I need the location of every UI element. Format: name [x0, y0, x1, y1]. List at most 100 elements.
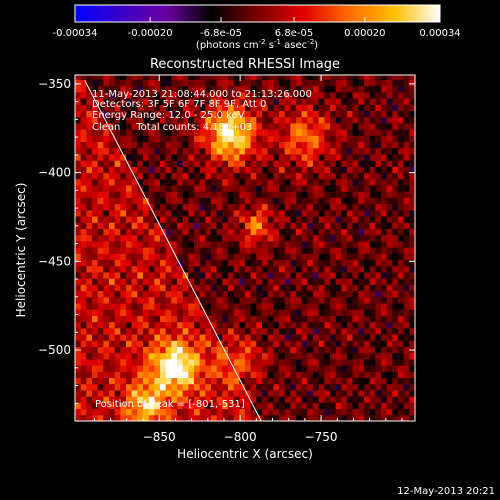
heatmap-cell — [324, 234, 331, 242]
heatmap-cell — [273, 315, 280, 323]
heatmap-cell — [165, 172, 172, 180]
heatmap-cell — [335, 334, 342, 341]
heatmap-cell — [313, 209, 320, 217]
heatmap-cell — [211, 259, 218, 267]
heatmap-cell — [120, 104, 127, 111]
heatmap-cell — [267, 278, 274, 285]
heatmap-cell — [352, 377, 359, 385]
heatmap-cell — [301, 278, 308, 285]
heatmap-cell — [256, 122, 263, 130]
heatmap-cell — [126, 85, 133, 93]
heatmap-cell — [194, 315, 201, 323]
heatmap-cell — [262, 203, 269, 211]
heatmap-cell — [97, 377, 104, 385]
heatmap-cell — [211, 321, 218, 329]
heatmap-cell — [352, 247, 359, 254]
heatmap-cell — [267, 303, 274, 310]
heatmap-cell — [205, 396, 212, 403]
heatmap-cell — [109, 153, 116, 161]
heatmap-cell — [126, 303, 133, 310]
heatmap-cell — [114, 185, 121, 192]
heatmap-cell — [347, 414, 354, 421]
heatmap-cell — [148, 172, 155, 180]
heatmap-cell — [341, 352, 348, 360]
heatmap-cell — [205, 340, 212, 347]
heatmap-cell — [188, 259, 195, 267]
heatmap-cell — [177, 377, 184, 385]
heatmap-cell — [205, 358, 212, 366]
heatmap-cell — [86, 321, 93, 329]
heatmap-cell — [301, 352, 308, 360]
heatmap-cell — [75, 290, 82, 298]
heatmap-cell — [205, 389, 212, 397]
heatmap-cell — [137, 209, 144, 217]
heatmap-cell — [358, 104, 365, 111]
heatmap-cell — [403, 408, 410, 416]
heatmap-cell — [330, 216, 337, 223]
heatmap-cell — [284, 365, 291, 372]
heatmap-cell — [182, 265, 189, 273]
heatmap-cell — [228, 79, 235, 87]
heatmap-cell — [381, 203, 388, 211]
heatmap-cell — [160, 122, 167, 130]
heatmap-cell — [392, 247, 399, 254]
heatmap-cell — [324, 358, 331, 366]
heatmap-cell — [109, 203, 116, 211]
heatmap-cell — [97, 141, 104, 149]
heatmap-cell — [250, 271, 257, 279]
heatmap-cell — [290, 321, 297, 329]
heatmap-cell — [109, 141, 116, 149]
heatmap-cell — [284, 247, 291, 254]
heatmap-cell — [171, 147, 178, 155]
heatmap-cell — [205, 327, 212, 335]
heatmap-cell — [284, 166, 291, 174]
heatmap-cell — [103, 402, 110, 410]
heatmap-cell — [109, 85, 116, 93]
heatmap-cell — [250, 228, 257, 236]
heatmap-cell — [154, 122, 161, 130]
heatmap-cell — [148, 116, 155, 124]
heatmap-cell — [239, 98, 246, 105]
heatmap-cell — [165, 259, 172, 267]
heatmap-cell — [301, 321, 308, 329]
heatmap-cell — [375, 278, 382, 285]
heatmap-cell — [103, 377, 110, 385]
heatmap-cell — [239, 271, 246, 279]
heatmap-cell — [80, 315, 87, 323]
heatmap-cell — [222, 271, 229, 279]
heatmap-cell — [205, 271, 212, 279]
heatmap-cell — [381, 91, 388, 99]
heatmap-cell — [211, 408, 218, 416]
heatmap-cell — [131, 228, 138, 236]
heatmap-cell — [318, 141, 325, 149]
heatmap-cell — [126, 160, 133, 167]
heatmap-cell — [290, 191, 297, 198]
heatmap-cell — [171, 383, 178, 391]
heatmap-cell — [194, 172, 201, 180]
heatmap-cell — [335, 172, 342, 180]
heatmap-cell — [148, 278, 155, 285]
heatmap-cell — [324, 160, 331, 167]
heatmap-cell — [262, 104, 269, 111]
heatmap-cell — [103, 309, 110, 316]
heatmap-cell — [194, 160, 201, 167]
heatmap-cell — [188, 309, 195, 316]
heatmap-cell — [256, 352, 263, 360]
heatmap-cell — [233, 228, 240, 236]
heatmap-cell — [245, 129, 252, 136]
heatmap-cell — [239, 327, 246, 335]
heatmap-cell — [352, 365, 359, 372]
heatmap-cell — [86, 191, 93, 198]
heatmap-cell — [80, 85, 87, 93]
heatmap-cell — [165, 408, 172, 416]
heatmap-cell — [290, 408, 297, 416]
heatmap-cell — [273, 209, 280, 217]
heatmap-cell — [222, 141, 229, 149]
heatmap-cell — [386, 346, 393, 354]
heatmap-cell — [211, 147, 218, 155]
heatmap-cell — [131, 116, 138, 124]
heatmap-cell — [341, 141, 348, 149]
heatmap-cell — [171, 321, 178, 329]
heatmap-cell — [165, 377, 172, 385]
heatmap-cell — [301, 116, 308, 124]
